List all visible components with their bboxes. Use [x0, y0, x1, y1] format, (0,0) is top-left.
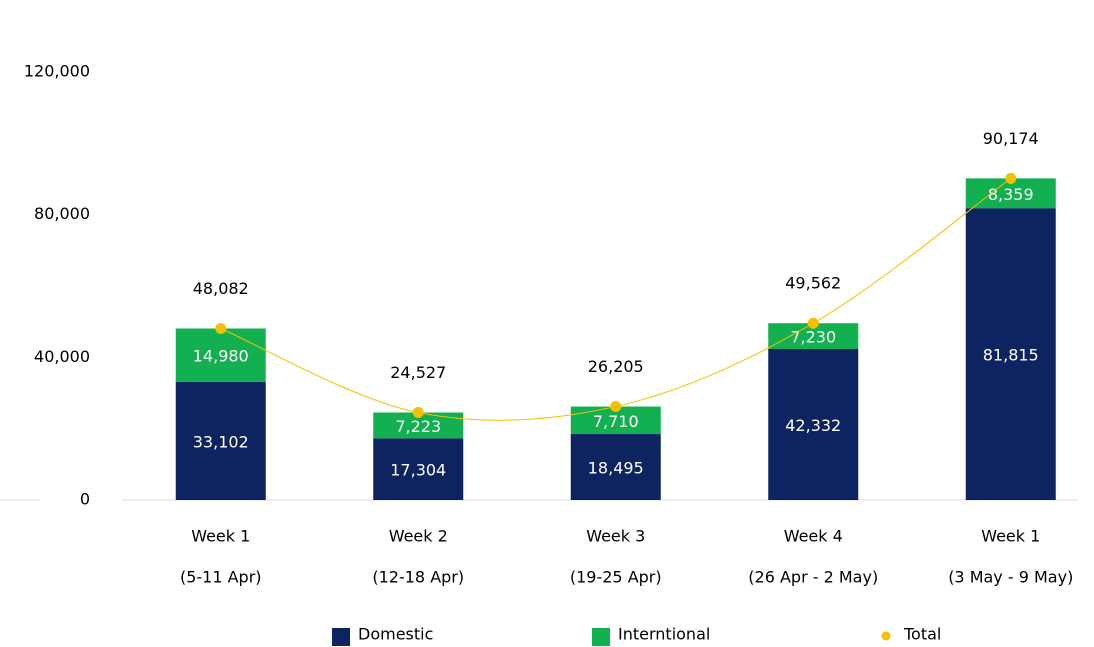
y-tick-label: 40,000 — [34, 347, 90, 366]
total-marker — [807, 317, 819, 329]
bar-segment — [768, 349, 859, 500]
legend-swatch — [332, 628, 350, 646]
total-marker — [215, 323, 227, 335]
total-marker — [412, 407, 424, 419]
bar-segment — [175, 381, 266, 500]
y-tick-label: 0 — [80, 490, 90, 509]
legend-swatch — [881, 631, 891, 641]
total-label: 49,562 — [785, 274, 841, 293]
bar-label: 18,495 — [588, 459, 644, 478]
x-tick-label: (5-11 Apr) — [180, 568, 262, 587]
x-tick-label: (19-25 Apr) — [570, 568, 662, 587]
bar-label: 14,980 — [193, 347, 249, 366]
bar-label: 7,230 — [790, 328, 836, 347]
y-tick-label: 80,000 — [34, 204, 90, 223]
total-label: 24,527 — [390, 363, 446, 382]
total-label: 26,205 — [588, 357, 644, 376]
legend-swatch — [592, 628, 610, 646]
bar-segment — [175, 328, 266, 382]
legend-label: Domestic — [358, 625, 433, 644]
bar-label: 17,304 — [390, 461, 446, 480]
total-marker — [610, 401, 622, 413]
x-tick-label: (26 Apr - 2 May) — [748, 568, 878, 587]
bar-segment — [570, 434, 661, 500]
bar-label: 42,332 — [785, 416, 841, 435]
total-label: 90,174 — [983, 129, 1039, 148]
bar-label: 7,223 — [395, 417, 441, 436]
bar-label: 8,359 — [988, 185, 1034, 204]
total-label: 48,082 — [193, 279, 249, 298]
x-tick-label: Week 1 — [191, 527, 250, 546]
total-line — [220, 177, 1012, 421]
x-tick-label: Week 2 — [389, 527, 448, 546]
x-tick-label: (3 May - 9 May) — [948, 568, 1073, 587]
legend-label: Interntional — [618, 625, 710, 644]
bar-segment — [965, 208, 1056, 500]
bar-label: 81,815 — [983, 346, 1039, 365]
bar-label: 33,102 — [193, 432, 249, 451]
x-tick-label: (12-18 Apr) — [372, 568, 464, 587]
bar-segment — [373, 438, 464, 500]
legend-label: Total — [903, 625, 941, 644]
y-tick-label: 120,000 — [24, 62, 90, 81]
x-tick-label: Week 1 — [981, 527, 1040, 546]
bar-label: 7,710 — [593, 412, 639, 431]
x-tick-label: Week 3 — [586, 527, 645, 546]
total-marker — [1005, 172, 1017, 184]
x-tick-label: Week 4 — [784, 527, 843, 546]
